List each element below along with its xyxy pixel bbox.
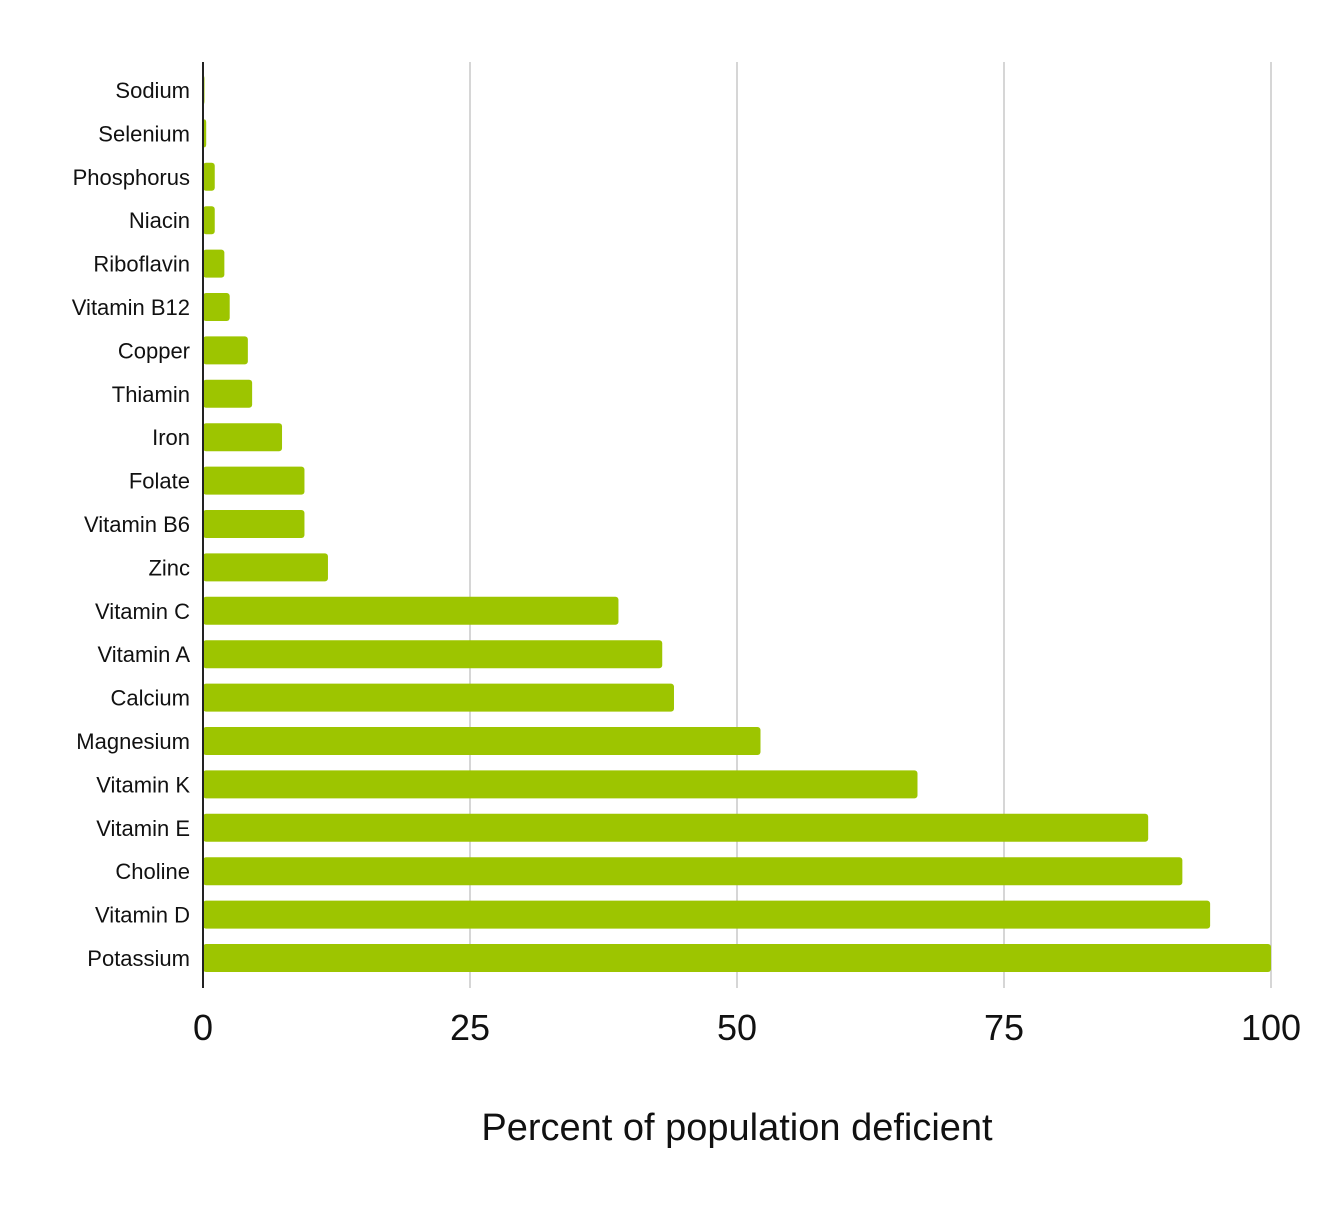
category-label: Sodium xyxy=(115,78,190,103)
category-label: Magnesium xyxy=(76,729,190,754)
category-label: Vitamin A xyxy=(97,642,190,667)
category-label: Vitamin B6 xyxy=(84,512,190,537)
category-labels: Sodium Selenium Phosphorus Niacin Riboflavin… xyxy=(72,78,191,971)
bar xyxy=(203,640,663,669)
category-label: Riboflavin xyxy=(93,252,190,277)
x-axis-title: Percent of population deficient xyxy=(481,1107,993,1149)
x-tick-label: 0 xyxy=(193,1007,213,1048)
bar xyxy=(203,683,674,712)
bar xyxy=(203,770,918,799)
category-label: Thiamin xyxy=(112,382,190,407)
x-tick-labels: 0 25 50 75 100 xyxy=(193,1007,1301,1048)
category-label: Vitamin C xyxy=(95,599,190,624)
category-label: Vitamin E xyxy=(96,816,190,841)
category-label: Zinc xyxy=(148,555,190,580)
bar xyxy=(203,206,215,235)
bar xyxy=(203,553,328,582)
bar xyxy=(203,466,305,495)
bar xyxy=(203,510,305,538)
category-label: Potassium xyxy=(87,946,190,971)
bar xyxy=(203,379,253,408)
bars xyxy=(203,76,1271,972)
bar xyxy=(203,293,230,321)
bar xyxy=(203,162,215,191)
bar xyxy=(203,857,1183,886)
category-label: Vitamin D xyxy=(95,903,190,928)
x-tick-label: 50 xyxy=(717,1007,757,1048)
category-label: Phosphorus xyxy=(73,165,190,190)
category-label: Niacin xyxy=(129,208,190,233)
bar xyxy=(203,423,283,452)
bar xyxy=(203,249,225,278)
bar xyxy=(203,813,1149,842)
category-label: Copper xyxy=(118,338,190,363)
category-label: Folate xyxy=(129,469,190,494)
bar xyxy=(203,944,1271,972)
x-tick-label: 75 xyxy=(984,1007,1024,1048)
bar xyxy=(203,336,248,365)
x-tick-label: 100 xyxy=(1241,1007,1301,1048)
x-tick-label: 25 xyxy=(450,1007,490,1048)
category-label: Vitamin B12 xyxy=(72,295,190,320)
category-label: Iron xyxy=(152,425,190,450)
category-label: Selenium xyxy=(98,121,190,146)
category-label: Choline xyxy=(115,859,190,884)
bar xyxy=(203,727,761,755)
grid-lines xyxy=(469,62,1272,988)
bar xyxy=(203,900,1211,929)
bar xyxy=(203,596,619,625)
category-label: Calcium xyxy=(111,686,190,711)
category-label: Vitamin K xyxy=(96,772,190,797)
